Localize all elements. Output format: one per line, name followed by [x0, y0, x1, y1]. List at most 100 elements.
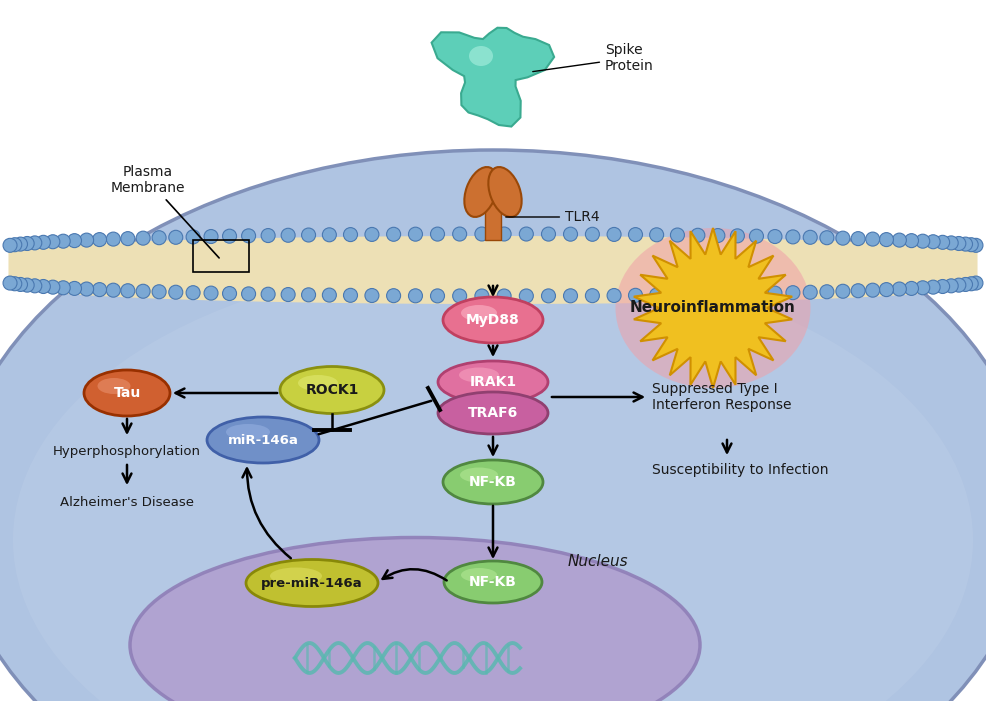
Circle shape — [223, 287, 237, 301]
Circle shape — [322, 288, 336, 302]
Ellipse shape — [298, 375, 338, 391]
Circle shape — [56, 234, 70, 248]
Circle shape — [916, 234, 930, 248]
Circle shape — [431, 227, 445, 241]
Circle shape — [261, 229, 275, 243]
Ellipse shape — [443, 297, 543, 343]
Circle shape — [541, 289, 555, 303]
Circle shape — [691, 287, 705, 301]
Circle shape — [223, 229, 237, 243]
Ellipse shape — [207, 417, 319, 463]
Circle shape — [628, 288, 643, 302]
Ellipse shape — [459, 367, 499, 383]
Circle shape — [80, 282, 94, 296]
Ellipse shape — [98, 378, 130, 394]
Circle shape — [945, 279, 958, 293]
Ellipse shape — [460, 468, 498, 482]
Circle shape — [475, 289, 489, 303]
Ellipse shape — [444, 561, 542, 603]
Text: Spike
Protein: Spike Protein — [532, 43, 654, 73]
Circle shape — [804, 285, 817, 299]
Circle shape — [3, 276, 17, 290]
Text: Hyperphosphorylation: Hyperphosphorylation — [53, 446, 201, 458]
Circle shape — [242, 287, 255, 301]
Text: Susceptibility to Infection: Susceptibility to Infection — [652, 463, 828, 477]
Circle shape — [121, 231, 135, 245]
Polygon shape — [634, 228, 792, 388]
Circle shape — [408, 227, 422, 241]
Circle shape — [880, 283, 893, 297]
Ellipse shape — [438, 361, 548, 403]
Circle shape — [152, 285, 166, 299]
Circle shape — [836, 284, 850, 298]
Circle shape — [945, 236, 958, 250]
Circle shape — [607, 289, 621, 303]
Circle shape — [93, 233, 106, 247]
Circle shape — [820, 285, 834, 299]
Circle shape — [281, 229, 295, 243]
Circle shape — [904, 281, 919, 295]
Circle shape — [36, 236, 50, 250]
Text: Nucleus: Nucleus — [568, 554, 629, 569]
Circle shape — [8, 277, 22, 291]
Circle shape — [564, 289, 578, 303]
Circle shape — [711, 229, 725, 243]
Ellipse shape — [615, 228, 810, 388]
Circle shape — [880, 233, 893, 247]
Circle shape — [169, 231, 182, 245]
Circle shape — [904, 233, 919, 247]
Circle shape — [28, 236, 41, 250]
Circle shape — [851, 231, 865, 245]
Circle shape — [786, 286, 800, 300]
Circle shape — [768, 229, 782, 243]
Polygon shape — [432, 28, 554, 126]
Circle shape — [731, 229, 744, 243]
Ellipse shape — [461, 568, 497, 582]
Circle shape — [520, 289, 533, 303]
Circle shape — [136, 284, 150, 298]
Circle shape — [387, 227, 400, 241]
Circle shape — [936, 236, 950, 250]
Circle shape — [851, 284, 865, 298]
Circle shape — [836, 231, 850, 245]
Circle shape — [958, 237, 972, 251]
Circle shape — [866, 283, 880, 297]
Text: TLR4: TLR4 — [506, 210, 599, 224]
Ellipse shape — [280, 367, 384, 414]
Circle shape — [670, 288, 684, 302]
Circle shape — [691, 229, 705, 243]
Circle shape — [951, 278, 966, 292]
Circle shape — [3, 238, 17, 252]
Text: miR-146a: miR-146a — [228, 433, 299, 447]
Circle shape — [67, 233, 82, 247]
Text: MyD88: MyD88 — [466, 313, 520, 327]
Circle shape — [866, 232, 880, 246]
Ellipse shape — [438, 392, 548, 434]
Circle shape — [453, 227, 466, 241]
Circle shape — [28, 279, 41, 293]
Circle shape — [958, 278, 972, 292]
Circle shape — [281, 287, 295, 301]
Circle shape — [964, 277, 978, 291]
Circle shape — [106, 283, 120, 297]
Ellipse shape — [270, 568, 322, 585]
Ellipse shape — [464, 167, 498, 217]
Circle shape — [20, 236, 35, 250]
Circle shape — [365, 227, 379, 241]
Text: pre-miR-146a: pre-miR-146a — [261, 576, 363, 590]
Circle shape — [365, 289, 379, 303]
Circle shape — [261, 287, 275, 301]
Circle shape — [892, 233, 906, 247]
Circle shape — [926, 235, 940, 249]
Circle shape — [204, 286, 218, 300]
Circle shape — [80, 233, 94, 247]
Circle shape — [302, 288, 316, 302]
Circle shape — [408, 289, 422, 303]
Circle shape — [628, 228, 643, 242]
Circle shape — [56, 281, 70, 295]
Circle shape — [14, 237, 28, 251]
Bar — [485, 182, 501, 240]
Circle shape — [136, 231, 150, 245]
Circle shape — [804, 231, 817, 245]
Circle shape — [520, 227, 533, 241]
